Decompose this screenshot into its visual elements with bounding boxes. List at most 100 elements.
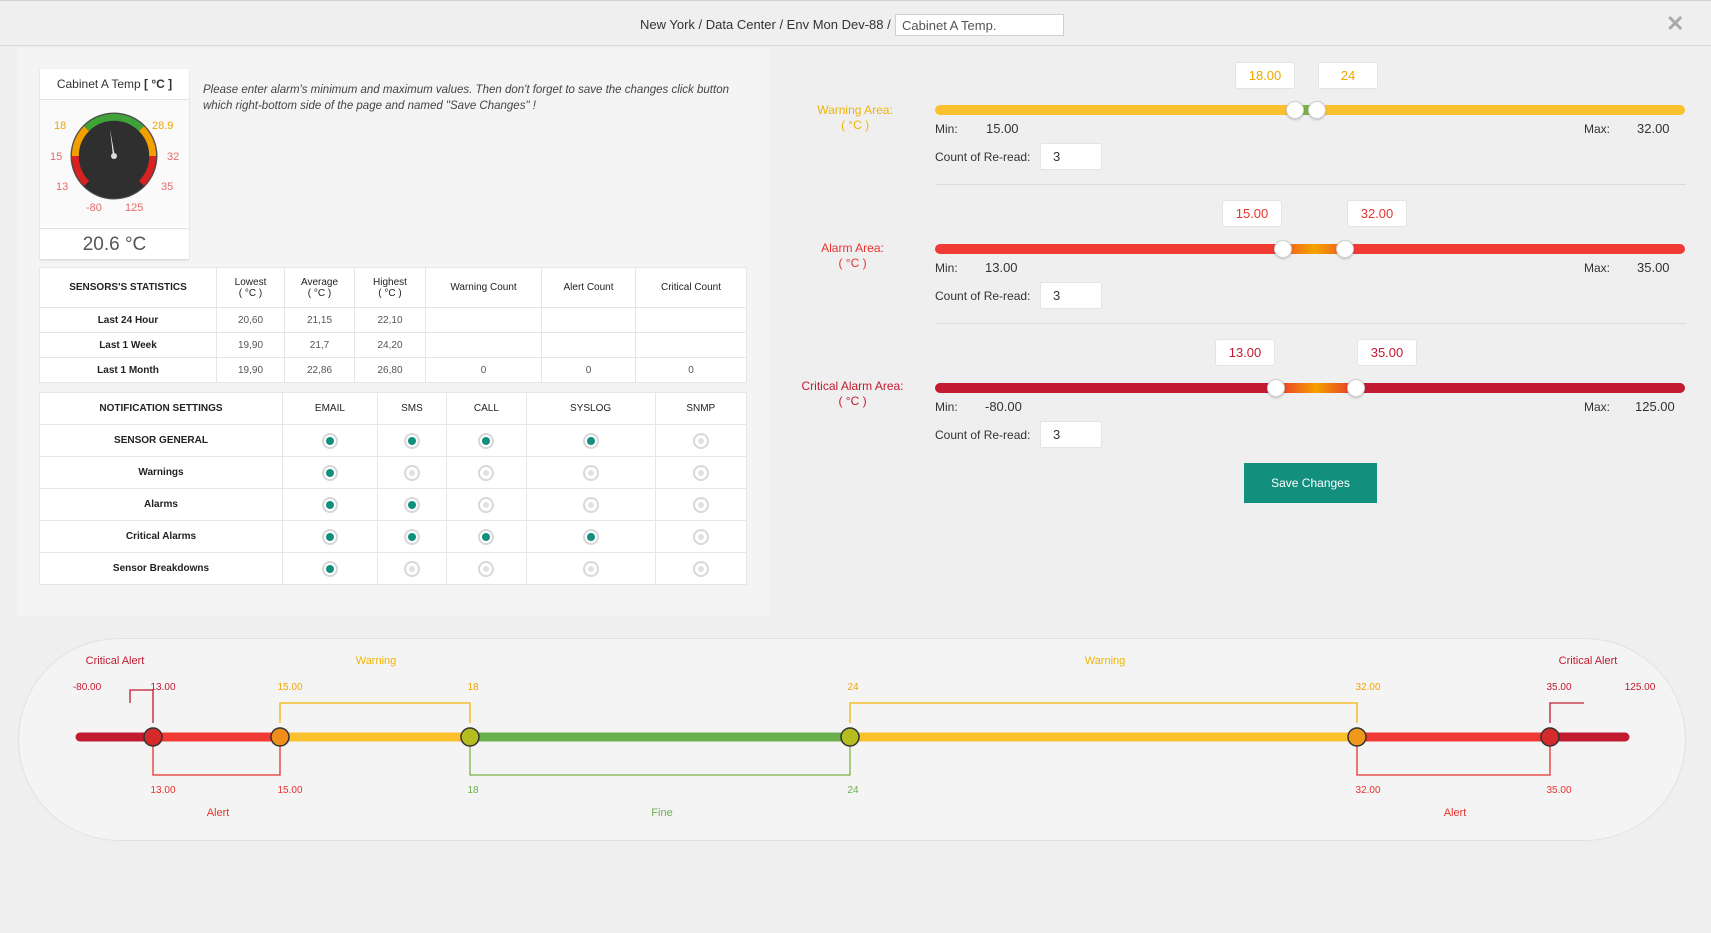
sensor-name-input[interactable]	[895, 14, 1064, 36]
notif-call-radio[interactable]	[478, 496, 495, 513]
notif-snmp-radio[interactable]	[692, 432, 709, 449]
notif-email-radio[interactable]	[321, 464, 338, 481]
critical-min-value: -80.00	[985, 399, 1022, 414]
notif-syslog-radio[interactable]	[582, 464, 599, 481]
critical-alert-left-label: Critical Alert	[85, 655, 145, 667]
critical-reread-label: Count of Re-read:	[935, 428, 1031, 442]
notif-snmp-radio[interactable]	[692, 496, 709, 513]
stats-lowest: 20,60	[216, 307, 285, 333]
stats-header-title: SENSORS'S STATISTICS	[39, 267, 217, 308]
alarm-reread-input[interactable]: 3	[1040, 282, 1102, 309]
stats-warning: 0	[425, 357, 542, 383]
critical-max-label: Max:	[1584, 400, 1611, 414]
critical-slider-high-handle[interactable]	[1347, 379, 1365, 397]
notif-header-sms: SMS	[376, 392, 448, 425]
notif-cell-call	[446, 552, 527, 585]
notif-email-radio[interactable]	[321, 496, 338, 513]
gauge-label-13: 13	[56, 181, 68, 193]
critical-area-label: Critical Alarm Area: ( °C )	[790, 379, 915, 409]
critical-reread-input[interactable]: 3	[1040, 421, 1102, 448]
alarm-slider-high-handle[interactable]	[1336, 240, 1354, 258]
notif-cell-sms	[376, 456, 448, 489]
alarm-low-value[interactable]: 15.00	[1222, 200, 1282, 227]
notif-snmp-radio[interactable]	[692, 528, 709, 545]
stats-header-highest-unit: ( °C )	[378, 287, 402, 299]
stats-header-average-unit: ( °C )	[307, 287, 332, 299]
table-row: Alarms	[39, 488, 748, 521]
warning-low-value[interactable]: 18.00	[1235, 62, 1295, 89]
notif-cell-email	[282, 456, 378, 489]
notif-snmp-radio[interactable]	[692, 464, 709, 481]
warning-slider-low-handle[interactable]	[1286, 101, 1304, 119]
notif-sms-radio[interactable]	[403, 432, 420, 449]
critical-area-unit: ( °C )	[838, 394, 867, 408]
gauge-title-text: Cabinet A Temp	[56, 77, 141, 91]
critical-high-value[interactable]: 35.00	[1357, 339, 1417, 366]
notif-snmp-radio[interactable]	[692, 560, 709, 577]
notif-header-syslog: SYSLOG	[525, 392, 656, 425]
notif-email-radio[interactable]	[321, 432, 338, 449]
critical-slider-low-handle[interactable]	[1267, 379, 1285, 397]
notif-email-radio[interactable]	[321, 528, 338, 545]
alert-right-label: Alert	[1443, 807, 1467, 819]
statistics-header-row: SENSORS'S STATISTICS Lowest( °C ) Averag…	[39, 267, 747, 308]
notif-sms-radio[interactable]	[403, 560, 420, 577]
warning-high-value[interactable]: 24	[1318, 62, 1378, 89]
notif-sms-radio[interactable]	[403, 496, 420, 513]
range-bottom-value: 35.00	[1546, 785, 1572, 796]
gauge-label-18: 18	[54, 120, 66, 132]
notif-row-label: Sensor Breakdowns	[39, 552, 283, 585]
notif-email-radio[interactable]	[321, 560, 338, 577]
table-row: Sensor Breakdowns	[39, 552, 748, 585]
notif-sms-radio[interactable]	[403, 528, 420, 545]
warning-left-top-bracket	[279, 702, 471, 723]
range-bottom-value: 18	[467, 785, 479, 796]
notif-row-label: Critical Alarms	[39, 520, 283, 553]
range-top-value: 24	[847, 682, 859, 693]
alarm-slider-low-handle[interactable]	[1274, 240, 1292, 258]
gauge-card: Cabinet A Temp [ °C ] 18 28.9 15	[40, 69, 189, 259]
stats-critical: 0	[635, 357, 747, 383]
notif-call-radio[interactable]	[478, 528, 495, 545]
gauge-title: Cabinet A Temp [ °C ]	[40, 69, 189, 100]
left-panel: Cabinet A Temp [ °C ] 18 28.9 15	[18, 48, 769, 616]
notif-syslog-radio[interactable]	[582, 560, 599, 577]
node-32	[1347, 727, 1367, 747]
stats-lowest: 19,90	[216, 332, 285, 358]
notif-syslog-radio[interactable]	[582, 496, 599, 513]
warning-slider-high-handle[interactable]	[1308, 101, 1326, 119]
warning-reread-input[interactable]: 3	[1040, 143, 1102, 170]
alarm-high-value[interactable]: 32.00	[1347, 200, 1407, 227]
range-top-value: 15.00	[277, 682, 303, 693]
stats-header-lowest-text: Lowest	[234, 276, 267, 288]
notif-cell-call	[446, 488, 527, 521]
gauge-label-35: 35	[161, 181, 173, 193]
notif-cell-snmp	[654, 552, 748, 585]
notif-call-radio[interactable]	[478, 432, 495, 449]
range-bottom-value: 32.00	[1355, 785, 1381, 796]
notif-call-radio[interactable]	[478, 560, 495, 577]
notif-sms-radio[interactable]	[403, 464, 420, 481]
critical-left-top-bracket	[129, 689, 154, 723]
alarm-area-label: Alarm Area: ( °C )	[800, 241, 905, 271]
save-changes-button[interactable]: Save Changes	[1244, 463, 1377, 503]
critical-low-value[interactable]: 13.00	[1215, 339, 1275, 366]
table-row: SENSOR GENERAL	[39, 424, 748, 457]
gauge-title-unit: [ °C ]	[144, 77, 173, 91]
notif-cell-email	[282, 552, 378, 585]
alarm-min-value: 13.00	[985, 260, 1018, 275]
critical-min-label: Min:	[935, 400, 958, 414]
warning-min-label: Min:	[935, 122, 958, 136]
stats-average: 21,15	[284, 307, 355, 333]
notif-syslog-radio[interactable]	[582, 432, 599, 449]
node-15	[270, 727, 290, 747]
notif-call-radio[interactable]	[478, 464, 495, 481]
instruction-text: Please enter alarm's minimum and maximum…	[203, 84, 729, 112]
range-top-value: 13.00	[150, 682, 176, 693]
close-icon[interactable]: ✕	[1666, 11, 1685, 36]
warning-reread-label: Count of Re-read:	[935, 150, 1031, 164]
notif-syslog-radio[interactable]	[582, 528, 599, 545]
warning-right-label: Warning	[1084, 655, 1126, 667]
alert-left-label: Alert	[206, 807, 230, 819]
